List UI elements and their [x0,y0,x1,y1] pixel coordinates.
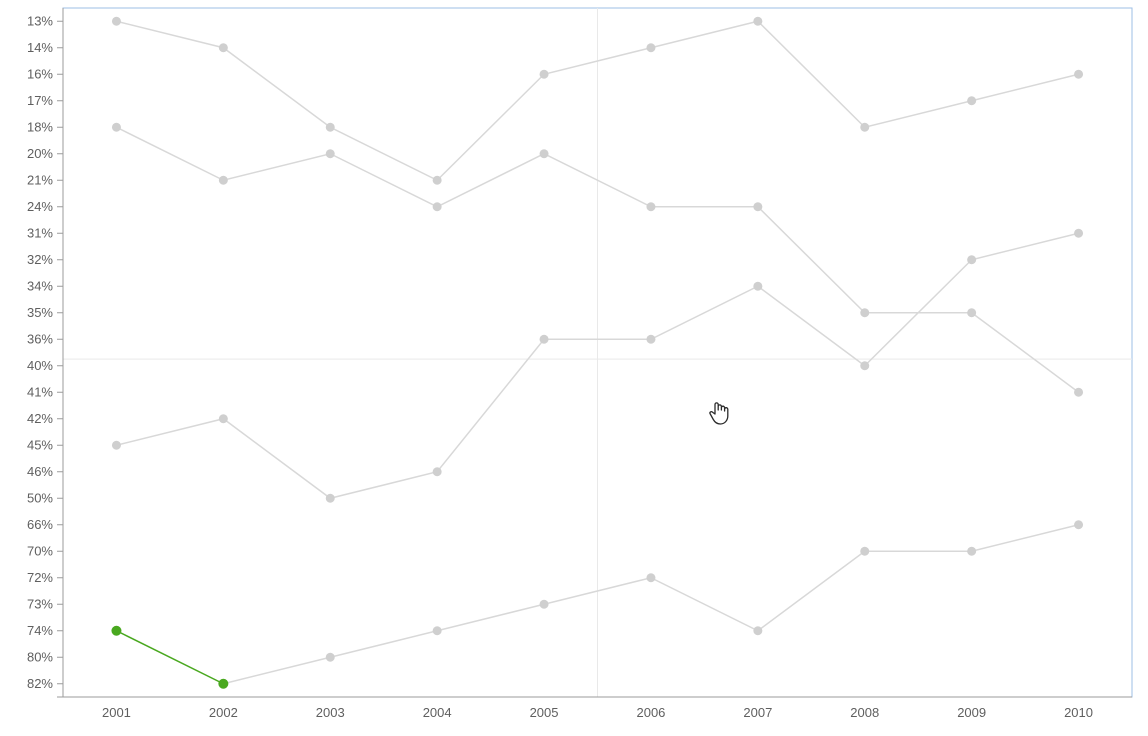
data-point[interactable] [540,335,549,344]
x-axis-label: 2004 [423,705,452,720]
data-point[interactable] [433,202,442,211]
x-axis-label: 2008 [850,705,879,720]
data-point-highlight[interactable] [218,679,228,689]
data-point[interactable] [860,361,869,370]
y-axis-label: 16% [27,66,53,81]
y-axis-label: 13% [27,13,53,28]
y-axis-label: 20% [27,146,53,161]
data-point[interactable] [1074,520,1083,529]
x-axis-label: 2003 [316,705,345,720]
chart-canvas[interactable]: 13% 14% 16% 17% 18% 20% 21% 24% 31% 32% 34% 35% 36% 4… [0,0,1148,736]
y-axis-label: 42% [27,411,53,426]
data-point[interactable] [967,255,976,264]
y-axis-label: 34% [27,278,53,293]
data-point[interactable] [112,17,121,26]
data-point[interactable] [540,600,549,609]
y-axis-label: 40% [27,358,53,373]
data-point[interactable] [967,547,976,556]
data-point[interactable] [540,149,549,158]
data-point[interactable] [433,176,442,185]
data-point[interactable] [967,308,976,317]
data-point[interactable] [433,626,442,635]
y-axis-label: 18% [27,119,53,134]
data-point[interactable] [753,282,762,291]
data-point[interactable] [860,308,869,317]
data-point[interactable] [967,96,976,105]
y-axis-label: 73% [27,596,53,611]
chart-bg [0,0,1148,736]
y-axis-label: 66% [27,517,53,532]
y-axis-label: 72% [27,570,53,585]
y-axis-label: 70% [27,543,53,558]
x-axis-label: 2001 [102,705,131,720]
data-point[interactable] [753,626,762,635]
y-axis-label: 17% [27,93,53,108]
y-axis-label: 45% [27,437,53,452]
x-axis-label: 2010 [1064,705,1093,720]
data-point[interactable] [646,335,655,344]
y-axis-label: 74% [27,623,53,638]
y-axis-label: 35% [27,305,53,320]
y-axis-label: 82% [27,676,53,691]
y-axis-label: 32% [27,252,53,267]
x-axis-label: 2009 [957,705,986,720]
y-axis-label: 50% [27,490,53,505]
data-point[interactable] [860,547,869,556]
y-axis-label: 36% [27,331,53,346]
data-point[interactable] [1074,70,1083,79]
x-axis-label: 2006 [636,705,665,720]
data-point[interactable] [219,43,228,52]
data-point[interactable] [219,414,228,423]
y-axis-label: 46% [27,464,53,479]
data-point[interactable] [326,653,335,662]
data-point[interactable] [646,43,655,52]
data-point-highlight[interactable] [111,626,121,636]
data-point[interactable] [646,573,655,582]
x-axis-label: 2005 [530,705,559,720]
y-axis-label: 41% [27,384,53,399]
data-point[interactable] [326,494,335,503]
data-point[interactable] [540,70,549,79]
y-axis-label: 80% [27,649,53,664]
data-point[interactable] [326,123,335,132]
data-point[interactable] [326,149,335,158]
x-axis-label: 2002 [209,705,238,720]
data-point[interactable] [112,441,121,450]
y-axis-label: 21% [27,172,53,187]
y-axis-label: 31% [27,225,53,240]
data-point[interactable] [646,202,655,211]
data-point[interactable] [219,176,228,185]
y-axis-label: 14% [27,40,53,55]
data-point[interactable] [433,467,442,476]
bump-chart[interactable]: 13% 14% 16% 17% 18% 20% 21% 24% 31% 32% 34% 35% 36% 4… [0,0,1148,736]
y-axis-label: 24% [27,199,53,214]
data-point[interactable] [1074,388,1083,397]
x-axis-label: 2007 [743,705,772,720]
data-point[interactable] [753,202,762,211]
data-point[interactable] [753,17,762,26]
data-point[interactable] [112,123,121,132]
data-point[interactable] [1074,229,1083,238]
data-point[interactable] [860,123,869,132]
